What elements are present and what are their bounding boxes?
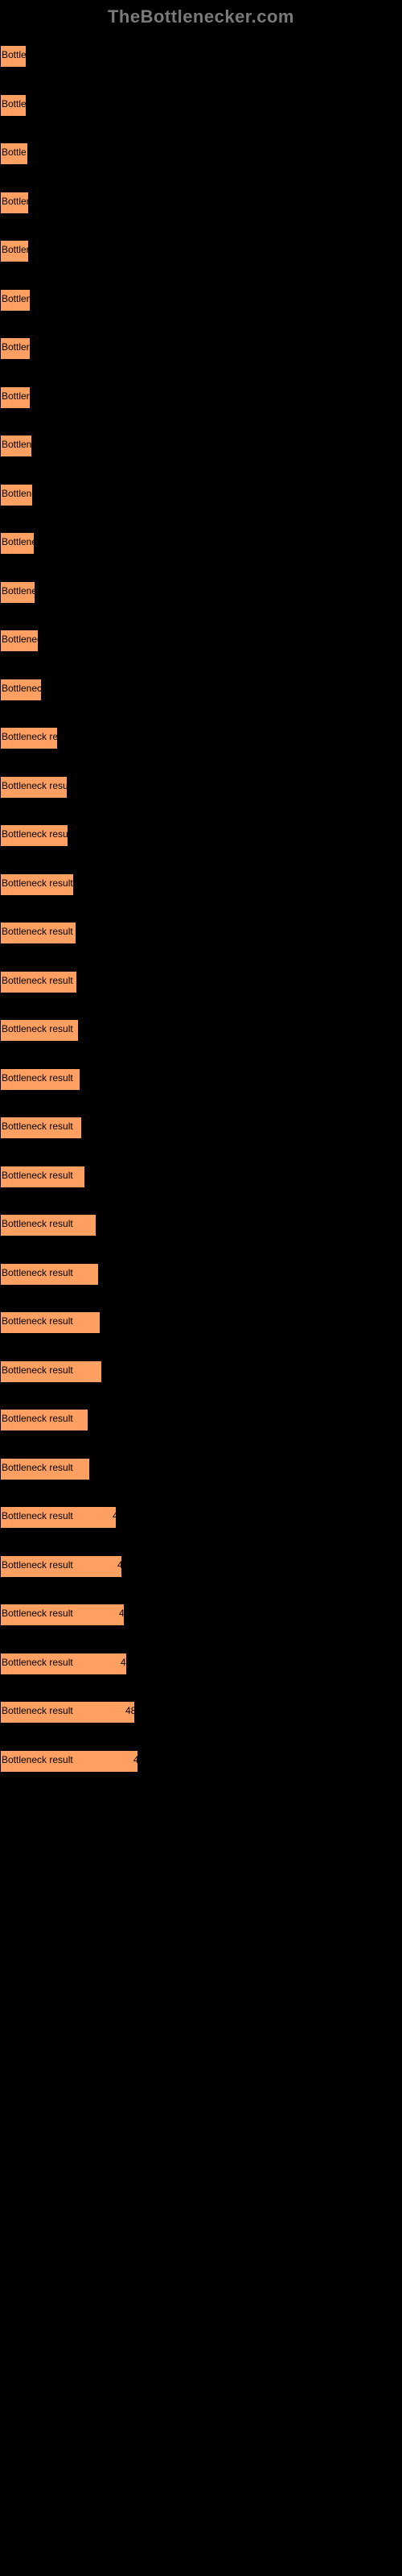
bar-row: Bottleneck result 4 (0, 1740, 402, 1781)
bar-row: Bottlen (0, 279, 402, 320)
bar-label: Bottle (2, 147, 27, 158)
bar-row: Bottleneck result (0, 1448, 402, 1488)
bar-label: Bottleneck result (2, 1705, 73, 1716)
bar-row: Bottleneck result (0, 1009, 402, 1050)
bar-row: Bottle (0, 35, 402, 76)
bar-value: 48 (125, 1705, 136, 1716)
bar-label: Bottlene (2, 536, 35, 547)
bar-label: Bottleneck result (2, 877, 73, 889)
bar-row: Bottleneck result (0, 1204, 402, 1245)
bar-row: Bottler (0, 230, 402, 270)
bar-label: Bottle (2, 98, 27, 109)
bar-label: Bottleneck result (2, 1267, 73, 1278)
bar-value: 4 (133, 1754, 139, 1765)
bar-row: Bottleneck result 4 (0, 1496, 402, 1537)
bar-row: Bottleneck res (0, 717, 402, 758)
bar-row: Bottleneck result (0, 1253, 402, 1294)
bar-row: Bottlenec (0, 620, 402, 660)
bar-row: Bottleneck result 4 (0, 1594, 402, 1634)
bar-label: Bottleneck result (2, 828, 68, 840)
bar-label: Bottler (2, 390, 30, 402)
bar-label: Bottlenec (2, 634, 39, 645)
bar-row: Bottleneck result (0, 1351, 402, 1391)
bar-row: Bottle (0, 133, 402, 173)
bar-label: Bottleneck result (2, 1170, 73, 1181)
bar-label: Bottleneck result (2, 1218, 73, 1229)
site-title: TheBottlenecker.com (108, 6, 294, 27)
bar-value: 4 (119, 1608, 125, 1619)
bar-row: Bottleneck result 4 (0, 1643, 402, 1683)
bar-label: Bottleneck result (2, 1315, 73, 1327)
bar-value: 4 (121, 1657, 126, 1668)
bar-label: Bottleneck (2, 683, 42, 694)
bar-row: Bottleneck result (0, 1107, 402, 1147)
bar-row: Bottleneck (0, 669, 402, 709)
bar-label: Bottler (2, 196, 29, 207)
bar-chart: Bottle Bottle Bottle Bottler Bottler Bottlen B… (0, 34, 402, 1790)
bar-row: Bottleneck result (0, 1399, 402, 1439)
bar-label: Bottler (2, 244, 29, 255)
bar-label: Bottleneck result (2, 1023, 73, 1034)
bar-row: Bottle (0, 85, 402, 125)
bar-label: Bottleneck res (2, 731, 58, 742)
bar-label: Bottleneck result (2, 780, 68, 791)
bar-label: Bottle (2, 49, 27, 60)
bar-label: Bottleneck result (2, 1364, 73, 1376)
bar-row: Bottleneck result (0, 864, 402, 904)
bar-row: Bottleneck result (0, 961, 402, 1001)
bar-label: Bottleneck result (2, 1754, 73, 1765)
bar-label: Bottleneck result (2, 975, 73, 986)
bar-label: Bottleneck result (2, 1608, 73, 1619)
bar-row: Bottleneck result (0, 1156, 402, 1196)
bar-label: Bottleneck result (2, 1510, 73, 1521)
bar-row: Bottleneck result 4 (0, 1546, 402, 1586)
bar-label: Bottlene (2, 488, 33, 499)
bar-row: Bottleneck result (0, 815, 402, 855)
bar-label: Bottleneck result (2, 1121, 73, 1132)
bar-row: Bottler (0, 377, 402, 417)
bar-row: Bottlene (0, 522, 402, 563)
bar-label: Bottlenec (2, 585, 35, 597)
bar-label: Bottleneck result (2, 1657, 73, 1668)
bar-row: Bottlenec (0, 572, 402, 612)
bar-row: Bottler (0, 328, 402, 368)
bar-row: Bottleneck result (0, 912, 402, 952)
bar-value: 4 (113, 1510, 118, 1521)
bar-row: Bottleneck result (0, 1059, 402, 1099)
bar-row: Bottleneck result 48 (0, 1691, 402, 1732)
bar-row: Bottlene (0, 425, 402, 465)
bar-row: Bottleneck result (0, 1302, 402, 1342)
bar-row: Bottler (0, 182, 402, 222)
bar-label: Bottleneck result (2, 1462, 73, 1473)
site-header: TheBottlenecker.com (0, 0, 402, 34)
bar-label: Bottleneck result (2, 1413, 73, 1424)
bar-row: Bottleneck result (0, 766, 402, 807)
bar-label: Bottlen (2, 293, 31, 304)
bar-label: Bottlene (2, 439, 32, 450)
bar-row: Bottlene (0, 474, 402, 514)
bar-label: Bottleneck result (2, 926, 73, 937)
bar-label: Bottler (2, 341, 30, 353)
bar-value: 4 (117, 1559, 123, 1571)
bar-label: Bottleneck result (2, 1072, 73, 1084)
bar-label: Bottleneck result (2, 1559, 73, 1571)
